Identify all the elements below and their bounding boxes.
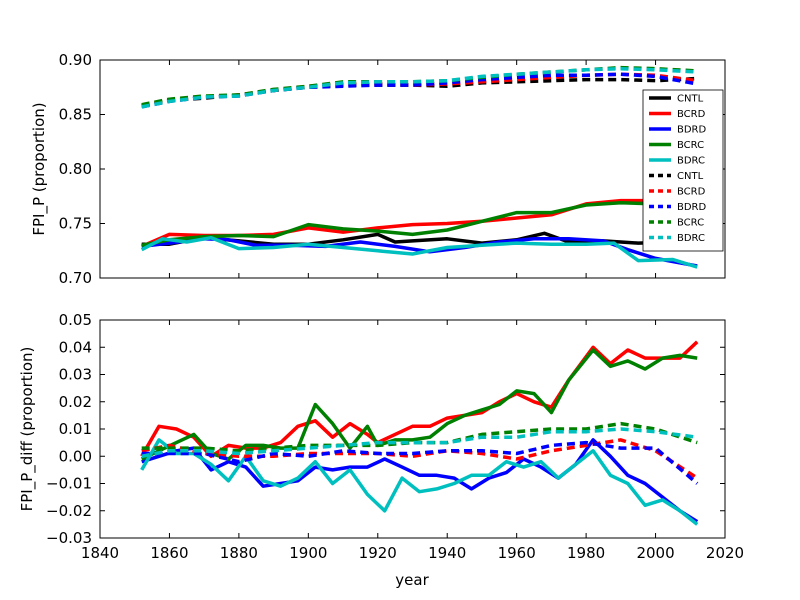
legend-label-cntl-solid: CNTL xyxy=(677,94,704,105)
bottom-series-bdrd-dashed xyxy=(141,440,699,485)
legend-box xyxy=(642,89,724,252)
top-y-tick-label: 0.75 xyxy=(59,215,92,233)
bottom-series-bcrd-solid xyxy=(140,340,699,459)
bottom-series-bcrc-dashed xyxy=(141,421,698,453)
legend-label-bdrc-solid: BDRC xyxy=(677,156,705,167)
bottom-x-tick-label: 1840 xyxy=(81,544,119,562)
bottom-y-tick-label: 0.00 xyxy=(59,447,92,465)
legend-label-bdrd-solid: BDRD xyxy=(677,125,707,136)
bottom-y-axis-label: FPI_P_diff (proportion) xyxy=(18,347,37,512)
bottom-y-tick-label: −0.03 xyxy=(46,529,92,547)
top-series-bcrc-solid xyxy=(141,195,698,248)
bottom-y-tick-label: −0.01 xyxy=(46,475,92,493)
bottom-x-tick-label: 2020 xyxy=(706,544,744,562)
bottom-x-tick-label: 1920 xyxy=(359,544,397,562)
top-panel: 0.700.750.800.850.90 FPI_P (proportion) … xyxy=(30,51,726,287)
bottom-x-tick-label: 1880 xyxy=(220,544,258,562)
top-series-layer xyxy=(140,65,698,269)
top-y-tick-label: 0.70 xyxy=(59,269,92,287)
bottom-ticks-layer: −0.03 −0.02 −0.01 0.00 0.01 0.02 0.03 0.04 0.05 1… xyxy=(46,311,744,562)
bottom-series-layer xyxy=(140,340,699,526)
bottom-y-tick-label: 0.01 xyxy=(59,420,92,438)
top-series-cntl-dashed xyxy=(141,76,698,108)
legend-label-bcrc-solid: BCRC xyxy=(677,140,704,151)
top-series-bdrc-dashed xyxy=(141,66,698,109)
bottom-y-tick-label: 0.03 xyxy=(59,366,92,384)
bottom-x-tick-label: 1960 xyxy=(498,544,536,562)
top-y-tick-label: 0.85 xyxy=(59,106,92,124)
bottom-series-bdrc-dashed xyxy=(141,427,698,459)
x-axis-label: year xyxy=(395,571,429,589)
bottom-x-tick-label: 1860 xyxy=(150,544,188,562)
bottom-series-bdrc-solid xyxy=(140,438,699,526)
bottom-y-tick-label: 0.05 xyxy=(59,311,92,329)
top-legend: CNTL BCRD BDRD BCRC BDRC CNTL BCRD BDRD BCRC BDRC xyxy=(642,89,724,252)
bottom-y-tick-label: 0.02 xyxy=(59,393,92,411)
bottom-x-tick-label: 1940 xyxy=(428,544,466,562)
top-ticks-layer: 0.70 0.75 0.80 0.85 0.90 xyxy=(59,51,726,287)
bottom-x-tick-label: 1980 xyxy=(567,544,605,562)
bottom-y-tick-label: 0.04 xyxy=(59,338,92,356)
bottom-y-tick-label: −0.02 xyxy=(46,502,92,520)
legend-label-bcrd-solid: BCRD xyxy=(677,109,706,120)
top-series-bdrc-solid xyxy=(140,235,698,269)
legend-label-bcrc-dashed: BCRC xyxy=(677,218,704,229)
bottom-panel: −0.03 −0.02 −0.01 0.00 0.01 0.02 0.03 0.04 0.05 1… xyxy=(18,311,744,589)
legend-label-bdrc-dashed: BDRC xyxy=(677,233,705,244)
top-y-tick-label: 0.80 xyxy=(59,160,92,178)
legend-label-bcrd-dashed: BCRD xyxy=(677,187,706,198)
top-y-tick-label: 0.90 xyxy=(59,51,92,69)
legend-label-cntl-dashed: CNTL xyxy=(677,171,704,182)
bottom-series-bdrd-solid xyxy=(141,438,699,524)
bottom-x-tick-label: 1900 xyxy=(289,544,327,562)
top-y-axis-label: FPI_P (proportion) xyxy=(30,102,49,235)
top-series-bdrd-dashed xyxy=(141,72,698,109)
bottom-x-tick-label: 2000 xyxy=(636,544,674,562)
legend-label-bdrd-dashed: BDRD xyxy=(677,202,707,213)
